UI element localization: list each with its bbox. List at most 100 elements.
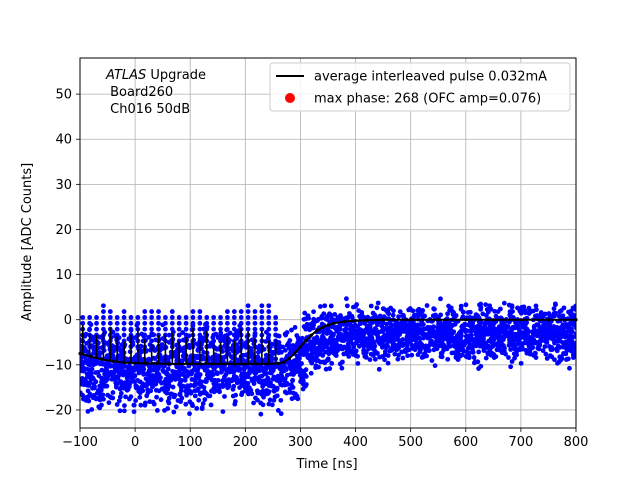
scatter-point — [380, 329, 385, 334]
scatter-point — [263, 371, 269, 376]
scatter-point — [445, 356, 451, 362]
scatter-point — [560, 313, 566, 319]
scatter-point — [346, 344, 352, 350]
scatter-point — [311, 322, 317, 328]
scatter-point — [295, 396, 301, 402]
average-pulse-point — [436, 318, 440, 322]
scatter-point — [284, 330, 290, 335]
scatter-point — [135, 320, 141, 326]
scatter-point — [556, 313, 562, 319]
scatter-point — [374, 350, 380, 356]
scatter-point — [370, 339, 376, 345]
average-pulse-point — [315, 328, 319, 333]
scatter-point — [247, 370, 252, 376]
y-tick-label: −10 — [45, 358, 72, 373]
scatter-point — [384, 321, 389, 327]
scatter-point — [540, 348, 546, 354]
scatter-point — [377, 313, 383, 319]
scatter-point — [395, 356, 401, 362]
scatter-point — [311, 309, 316, 315]
scatter-point — [382, 357, 387, 363]
scatter-point — [80, 315, 86, 320]
scatter-point — [245, 320, 251, 326]
scatter-point — [420, 308, 426, 313]
scatter-point — [131, 402, 137, 408]
average-pulse-point — [320, 325, 325, 329]
scatter-point — [128, 394, 134, 400]
scatter-point — [417, 335, 423, 341]
scatter-point — [344, 296, 349, 302]
y-tick-label: 40 — [55, 133, 72, 148]
scatter-point — [220, 384, 226, 389]
scatter-point — [121, 332, 127, 338]
average-pulse-point — [353, 319, 358, 323]
scatter-point — [176, 338, 182, 344]
scatter-point — [327, 366, 333, 371]
average-pulse-point — [491, 318, 495, 322]
scatter-point — [353, 348, 359, 354]
scatter-point — [396, 352, 401, 358]
scatter-point — [86, 398, 92, 404]
scatter-point — [197, 372, 203, 377]
scatter-point — [372, 343, 378, 349]
legend-label-max-phase: max phase: 268 (OFC amp=0.076) — [314, 92, 541, 107]
scatter-point — [121, 315, 127, 320]
scatter-point — [114, 315, 120, 320]
scatter-point — [374, 305, 380, 311]
x-tick-label: 0 — [131, 435, 139, 450]
scatter-point — [363, 354, 369, 360]
scatter-point — [273, 315, 279, 320]
scatter-point — [390, 312, 396, 318]
scatter-point — [299, 335, 305, 341]
scatter-point — [142, 320, 148, 326]
scatter-point — [94, 326, 99, 332]
scatter-point — [245, 326, 251, 332]
y-tick-label: 20 — [55, 223, 72, 238]
x-tick-label: 600 — [453, 435, 478, 450]
scatter-point — [94, 320, 99, 326]
x-tick-label: 300 — [288, 435, 313, 450]
legend-marker-swatch — [285, 93, 295, 103]
scatter-point — [100, 392, 106, 398]
scatter-point — [128, 326, 134, 332]
scatter-point — [211, 315, 217, 320]
x-tick-label: 400 — [343, 435, 368, 450]
scatter-point — [351, 344, 357, 350]
scatter-point — [571, 351, 576, 356]
scatter-point — [211, 326, 217, 332]
scatter-point — [252, 332, 258, 338]
scatter-point — [542, 344, 548, 349]
scatter-point — [216, 387, 222, 392]
scatter-point — [164, 390, 170, 396]
scatter-point — [225, 320, 230, 326]
scatter-point — [573, 346, 576, 352]
scatter-point — [500, 337, 506, 343]
scatter-point — [362, 320, 367, 326]
scatter-point — [431, 324, 437, 329]
scatter-point — [202, 397, 208, 402]
scatter-point — [231, 320, 237, 326]
scatter-point — [260, 388, 266, 394]
scatter-point — [117, 394, 123, 400]
scatter-point — [163, 320, 168, 326]
scatter-point — [207, 393, 213, 399]
average-pulse-point — [276, 361, 280, 366]
average-pulse-point — [243, 362, 247, 366]
scatter-point — [333, 353, 339, 359]
scatter-point — [558, 357, 564, 363]
scatter-point — [367, 357, 373, 363]
scatter-point — [400, 355, 406, 361]
y-tick-label: −20 — [45, 403, 72, 418]
scatter-point — [392, 351, 398, 357]
scatter-point — [538, 310, 544, 315]
scatter-point — [337, 326, 343, 332]
average-pulse-point — [519, 318, 523, 322]
scatter-point — [396, 314, 401, 320]
scatter-point — [238, 320, 244, 326]
scatter-point — [300, 386, 306, 392]
scatter-point — [567, 365, 572, 371]
average-pulse-point — [309, 333, 314, 337]
scatter-point — [508, 364, 514, 370]
scatter-point — [142, 309, 148, 314]
average-pulse-point — [166, 362, 170, 366]
